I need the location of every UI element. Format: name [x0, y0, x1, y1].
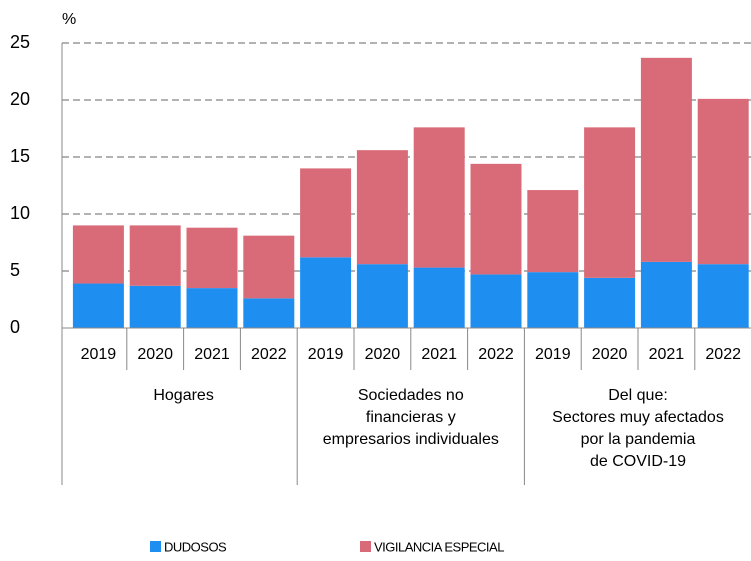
x-tick-label: 2021 — [649, 346, 685, 363]
bar-segment — [697, 98, 749, 265]
group-label: financieras y — [366, 409, 456, 426]
bar-segment — [470, 163, 522, 275]
bar-segment — [470, 274, 522, 328]
bar-segment — [129, 285, 181, 328]
bar-segment — [72, 225, 124, 284]
x-tick-label: 2022 — [705, 346, 741, 363]
y-tick-label: 15 — [10, 146, 30, 166]
x-tick-label: 2020 — [592, 346, 628, 363]
bar-segment — [584, 127, 636, 278]
bar-segment — [72, 283, 124, 328]
bar-segment — [697, 264, 749, 328]
bar-segment — [243, 235, 295, 299]
x-tick-label: 2021 — [194, 346, 230, 363]
x-tick-label: 2020 — [137, 346, 173, 363]
bar-segment — [527, 190, 579, 273]
bar-segment — [356, 150, 408, 265]
bar-segment — [243, 298, 295, 328]
group-label: empresarios individuales — [323, 431, 499, 448]
y-tick-label: 20 — [10, 89, 30, 109]
bar-segment — [356, 264, 408, 328]
unit-label: % — [62, 11, 76, 28]
group-label: Del que: — [608, 387, 668, 404]
bar-segment — [186, 227, 238, 289]
legend-swatch — [360, 541, 371, 552]
y-tick-label: 0 — [10, 317, 20, 337]
x-tick-label: 2019 — [81, 346, 117, 363]
group-label: Sociedades no — [358, 387, 464, 404]
bar-segment — [527, 272, 579, 328]
bar-segment — [413, 127, 465, 268]
bar-segment — [413, 267, 465, 328]
x-tick-label: 2022 — [251, 346, 287, 363]
legend-label: DUDOSOS — [164, 539, 227, 554]
x-tick-label: 2021 — [421, 346, 457, 363]
group-label: por la pandemia — [581, 431, 696, 448]
bar-segment — [640, 261, 692, 328]
bar-segment — [584, 277, 636, 328]
legend-label: VIGILANCIA ESPECIAL — [374, 539, 504, 554]
bar-segment — [129, 225, 181, 286]
y-tick-label: 5 — [10, 260, 20, 280]
group-label: Hogares — [153, 387, 213, 404]
bar-segment — [640, 57, 692, 262]
y-tick-label: 10 — [10, 203, 30, 223]
x-tick-label: 2019 — [308, 346, 344, 363]
bar-segment — [300, 257, 352, 328]
x-tick-label: 2020 — [365, 346, 401, 363]
x-tick-label: 2019 — [535, 346, 571, 363]
legend-swatch — [150, 541, 161, 552]
x-tick-label: 2022 — [478, 346, 514, 363]
y-tick-label: 25 — [10, 32, 30, 52]
bar-segment — [300, 168, 352, 258]
group-label: de COVID-19 — [590, 453, 686, 470]
group-label: Sectores muy afectados — [552, 409, 724, 426]
bar-segment — [186, 288, 238, 328]
